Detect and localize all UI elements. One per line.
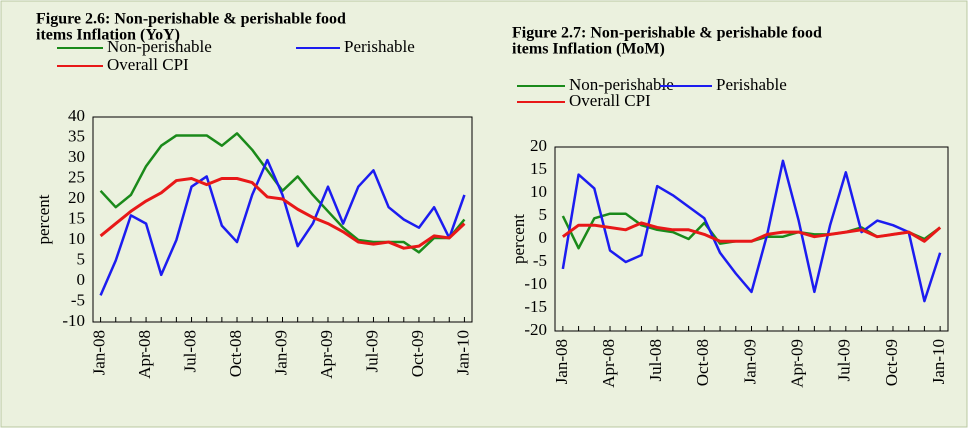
x-tick-label: Oct-08 [693, 339, 712, 386]
y-tick-label: 0 [539, 228, 548, 247]
x-tick-label: Apr-08 [599, 339, 618, 388]
legend-label: Perishable [344, 37, 415, 56]
series-line [561, 159, 942, 303]
y-tick-label: 30 [68, 147, 85, 166]
x-tick-label: Jan-08 [89, 330, 108, 375]
y-tick-label: 15 [68, 208, 85, 227]
x-tick-label: Jan-10 [929, 339, 948, 384]
x-tick-label: Jul-09 [835, 339, 854, 382]
y-tick-label: 20 [530, 136, 547, 155]
legend-label: Non-perishable [569, 75, 674, 94]
y-tick-label: -10 [62, 311, 85, 330]
x-tick-label: Oct-09 [408, 330, 427, 377]
x-tick-label: Jan-10 [453, 330, 472, 375]
y-tick-label: 10 [530, 182, 547, 201]
series-line [99, 177, 466, 250]
x-tick-label: Apr-08 [135, 330, 154, 379]
legend-label: Overall CPI [569, 91, 651, 110]
y-tick-label: 5 [539, 205, 548, 224]
x-tick-label: Apr-09 [317, 330, 336, 379]
x-tick-label: Oct-08 [226, 330, 245, 377]
x-tick-label: Jan-09 [271, 330, 290, 375]
series-line [99, 158, 466, 296]
y-tick-label: -10 [524, 274, 547, 293]
y-tick-label: 25 [68, 167, 85, 186]
y-tick-label: -5 [533, 251, 547, 270]
y-tick-label: 20 [68, 188, 85, 207]
plot-frame [92, 116, 473, 323]
x-tick-label: Oct-09 [882, 339, 901, 386]
chart-title: items Inflation (YoY) [36, 27, 180, 44]
y-tick-label: 10 [68, 229, 85, 248]
x-tick-label: Jul-08 [180, 330, 199, 373]
chart-title: items Inflation (MoM) [512, 41, 665, 58]
x-tick-label: Jan-08 [552, 339, 571, 384]
legend-label: Overall CPI [107, 55, 189, 74]
y-tick-label: 0 [77, 270, 86, 289]
chart-title: Figure 2.7: Non-perishable & perishable … [512, 25, 822, 42]
y-tick-label: 5 [77, 249, 86, 268]
series-line [99, 132, 466, 254]
legend-label: Perishable [716, 75, 787, 94]
y-tick-label: 15 [530, 159, 547, 178]
y-axis-label: percent [509, 214, 528, 264]
series-line [561, 221, 942, 243]
y-tick-label: 40 [68, 106, 85, 125]
y-tick-label: 35 [68, 126, 85, 145]
x-tick-label: Jan-09 [740, 339, 759, 384]
legend-label: Non-perishable [107, 37, 212, 56]
y-tick-label: -15 [524, 297, 547, 316]
x-tick-label: Jul-09 [362, 330, 381, 373]
y-axis-label: percent [34, 194, 53, 244]
plot-frame [554, 146, 949, 332]
x-tick-label: Jul-08 [646, 339, 665, 382]
chart-title: Figure 2.6: Non-perishable & perishable … [36, 11, 346, 28]
y-tick-label: -20 [524, 320, 547, 339]
y-tick-label: -5 [71, 290, 85, 309]
x-tick-label: Apr-09 [788, 339, 807, 388]
